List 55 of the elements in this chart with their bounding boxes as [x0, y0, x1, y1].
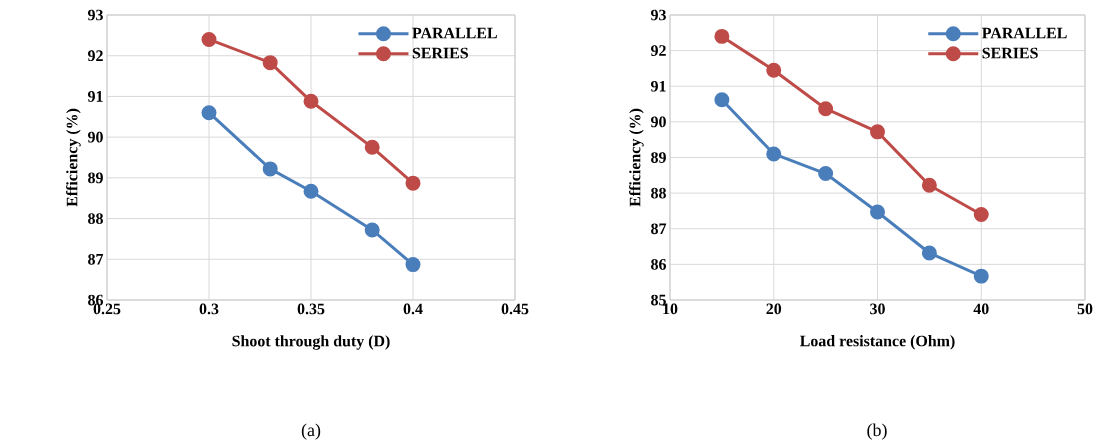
y-tick-label: 90 — [650, 116, 666, 128]
point — [201, 105, 217, 121]
y-tick-label: 92 — [650, 45, 666, 56]
y-tick-label: 86 — [651, 259, 667, 270]
point — [405, 175, 421, 191]
point — [766, 62, 782, 78]
y-tick-label: 93 — [87, 9, 103, 21]
y-tick-label: 88 — [651, 187, 666, 199]
x-axis-title: Load resistance (Ohm) — [799, 335, 955, 350]
x-tick-label: 0.45 — [501, 303, 529, 315]
point — [818, 166, 834, 182]
point — [818, 101, 834, 117]
point — [364, 139, 380, 155]
legend-label: SERIES — [412, 47, 468, 59]
x-tick-label: 0.4 — [403, 303, 423, 315]
point — [921, 177, 937, 193]
y-tick-label: 88 — [88, 213, 103, 224]
y-tick-label: 91 — [650, 80, 666, 92]
y-tick-label: 93 — [650, 9, 666, 21]
y-tick-label: 87 — [88, 253, 104, 265]
legend-label: PARALLEL — [982, 27, 1067, 39]
x-tick-label: 0.3 — [199, 303, 219, 315]
y-tick-label: 90 — [87, 131, 103, 143]
point — [262, 161, 278, 177]
point — [262, 55, 278, 71]
point — [303, 93, 319, 109]
text: (b) — [867, 423, 887, 440]
point — [303, 183, 319, 199]
point — [714, 28, 730, 44]
point — [766, 146, 782, 162]
point — [870, 204, 886, 220]
x-tick-label: 20 — [766, 303, 782, 315]
legend-label: PARALLEL — [412, 27, 497, 39]
point — [973, 207, 989, 222]
y-tick-label: 89 — [651, 152, 666, 163]
y-axis-title: Efficiency (%) — [66, 108, 81, 207]
x-tick-label: 40 — [973, 303, 989, 315]
legend-label: SERIES — [982, 47, 1038, 59]
y-axis-title: Efficiency (%) — [629, 108, 644, 207]
point — [973, 268, 989, 284]
point — [870, 124, 886, 140]
x-tick-label: 30 — [870, 303, 885, 315]
point — [921, 245, 937, 261]
x-tick-label: 0.35 — [297, 303, 325, 315]
point — [364, 222, 380, 238]
y-tick-label: 91 — [87, 91, 103, 102]
text: (a) — [301, 423, 321, 440]
point — [405, 257, 421, 273]
y-tick-label: 87 — [651, 223, 667, 235]
y-tick-label: 92 — [87, 50, 103, 62]
point — [201, 31, 217, 47]
point — [714, 92, 730, 108]
y-tick-label: 89 — [88, 172, 103, 184]
x-axis-title: Shoot through duty (D) — [232, 335, 390, 350]
x-tick-label: 50 — [1077, 303, 1093, 315]
